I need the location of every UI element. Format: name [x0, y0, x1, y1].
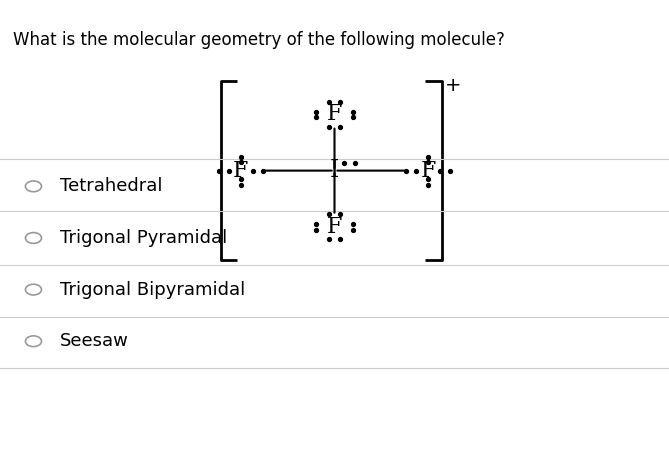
Text: Seesaw: Seesaw — [60, 332, 129, 350]
Text: Trigonal Bipyramidal: Trigonal Bipyramidal — [60, 281, 246, 299]
Text: Tetrahedral: Tetrahedral — [60, 177, 163, 195]
Text: F: F — [327, 216, 342, 238]
Text: +: + — [445, 76, 462, 95]
Text: Trigonal Pyramidal: Trigonal Pyramidal — [60, 229, 227, 247]
Text: F: F — [421, 160, 436, 181]
Text: What is the molecular geometry of the following molecule?: What is the molecular geometry of the fo… — [13, 31, 505, 49]
Text: I: I — [330, 159, 339, 182]
Text: F: F — [327, 104, 342, 125]
Text: F: F — [233, 160, 248, 181]
